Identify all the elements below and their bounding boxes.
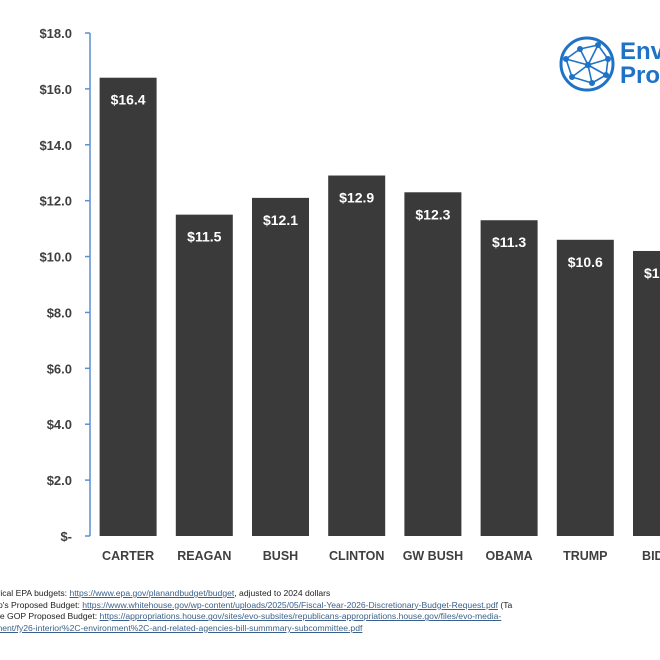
globe-network-icon xyxy=(559,36,615,92)
bar xyxy=(328,175,386,536)
data-label: $12.1 xyxy=(263,212,298,228)
y-tick-label: $6.0 xyxy=(47,361,72,376)
y-tick-label: $8.0 xyxy=(47,305,72,320)
x-tick-label: CLINTON xyxy=(329,549,384,563)
brand-name-line1: Env xyxy=(620,38,660,65)
data-label: $10.2 xyxy=(644,265,660,281)
source-link[interactable]: cument/fy26-interior%2C-environment%2C-a… xyxy=(0,622,363,633)
bar-chart: $- $2.0 $4.0 $6.0 $8.0 $10.0 $12.0 $14.0 $16.0 $1… xyxy=(39,26,660,563)
data-label: $12.9 xyxy=(339,190,374,206)
x-tick-label: OBAMA xyxy=(485,549,532,563)
y-tick-label: $16.0 xyxy=(39,82,72,97)
sources-footnote: storical EPA budgets: https://www.epa.go… xyxy=(0,588,660,634)
bars: $16.4 $11.5 $12.1 $12.9 $12.3 $11.3 $10.6 $10.2 xyxy=(99,77,660,537)
source-prefix: ouse GOP Proposed Budget: xyxy=(0,611,98,622)
x-tick-label: BUSH xyxy=(263,549,298,563)
bar xyxy=(480,220,538,536)
y-tick-label: $12.0 xyxy=(39,194,72,209)
source-link[interactable]: https://www.whitehouse.gov/wp-content/up… xyxy=(82,599,498,610)
x-tick-label: GW BUSH xyxy=(403,549,463,563)
data-label: $16.4 xyxy=(111,92,146,108)
brand-name-line2: Pro xyxy=(620,62,660,89)
y-axis: $- $2.0 $4.0 $6.0 $8.0 $10.0 $12.0 $14.0 $16.0 $1… xyxy=(39,26,91,544)
x-axis: CARTER REAGAN BUSH CLINTON GW BUSH OBAMA TRUMP… xyxy=(102,549,660,563)
source-line: ouse GOP Proposed Budget: https://approp… xyxy=(0,611,660,623)
x-tick-label: CARTER xyxy=(102,549,154,563)
data-label: $11.5 xyxy=(187,229,221,245)
x-tick-label: BIDEN xyxy=(642,549,660,563)
data-label: $11.3 xyxy=(492,234,526,250)
x-tick-label: TRUMP xyxy=(563,549,607,563)
source-link[interactable]: https://appropriations.house.gov/sites/e… xyxy=(99,611,502,622)
source-suffix: , adjusted to 2024 dollars xyxy=(234,588,331,598)
source-prefix: ump's Proposed Budget: xyxy=(0,599,80,610)
y-tick-label: $14.0 xyxy=(39,138,72,153)
source-line: storical EPA budgets: https://www.epa.go… xyxy=(0,588,660,600)
source-link[interactable]: https://www.epa.gov/planandbudget/budget xyxy=(69,588,235,598)
y-tick-label: $18.0 xyxy=(39,26,72,41)
bar xyxy=(99,77,157,536)
data-label: $10.6 xyxy=(568,254,603,270)
bar xyxy=(404,192,462,537)
source-line: ump's Proposed Budget: https://www.white… xyxy=(0,600,660,612)
source-suffix: (Ta xyxy=(498,599,513,610)
bar xyxy=(175,214,233,536)
brand-name: Env Pro xyxy=(620,40,660,88)
bar xyxy=(556,239,614,537)
source-prefix: storical EPA budgets: xyxy=(0,588,68,598)
x-tick-label: REAGAN xyxy=(177,549,231,563)
y-tick-label: $- xyxy=(60,529,72,544)
y-tick-label: $4.0 xyxy=(47,417,72,432)
y-tick-label: $10.0 xyxy=(39,250,72,265)
bar xyxy=(633,250,660,536)
bar xyxy=(252,197,309,536)
data-label: $12.3 xyxy=(415,206,450,222)
y-tick-label: $2.0 xyxy=(47,473,72,488)
brand-logo: Env Pro xyxy=(558,34,660,94)
source-line: cument/fy26-interior%2C-environment%2C-a… xyxy=(0,623,660,635)
